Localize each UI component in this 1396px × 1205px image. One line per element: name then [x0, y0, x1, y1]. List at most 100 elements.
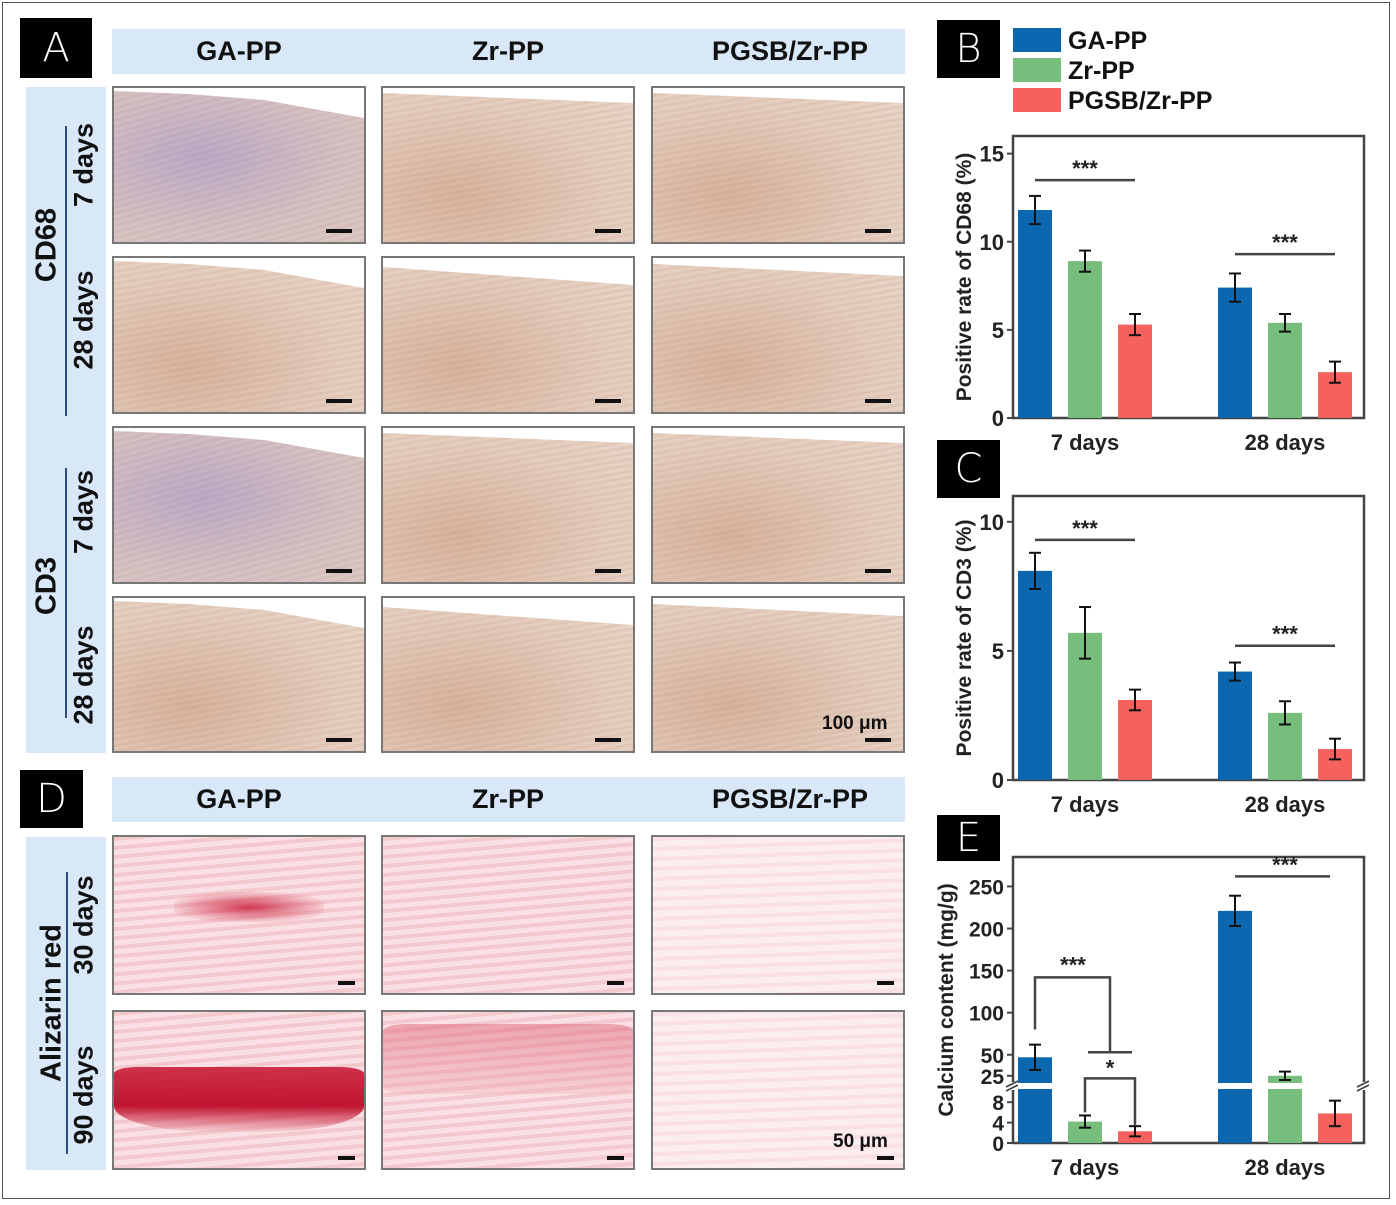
micrograph-cd68-7-days-pgsb-zr-pp [651, 86, 905, 244]
calcium-deposit [174, 892, 324, 922]
y-tick-label: 10 [980, 230, 1004, 255]
x-category-label: 7 days [1051, 792, 1120, 817]
y-tick-label: 0 [992, 768, 1004, 793]
micrograph-alizarin-90-days-ga-pp [112, 1010, 366, 1170]
x-category-label: 28 days [1245, 792, 1326, 817]
legend-label: Zr-PP [1068, 57, 1135, 85]
panel-label-d: D [20, 770, 83, 828]
x-category-label: 28 days [1245, 1155, 1326, 1180]
significance-label: *** [1072, 516, 1098, 541]
significance-label: *** [1272, 622, 1298, 647]
axis-break-mark [1356, 1084, 1370, 1092]
y-tick-label: 0 [992, 406, 1004, 431]
micrograph-alizarin-90-days-zr-pp [381, 1010, 635, 1170]
y-tick-label: 250 [969, 876, 1004, 899]
divider-line [66, 872, 68, 1154]
axis-break-mark [1005, 1080, 1019, 1088]
scale-bar [326, 738, 352, 742]
axis-break-mark [1005, 1084, 1019, 1092]
micrograph-alizarin-90-days-pgsb-zr-pp [651, 1010, 905, 1170]
micrograph-alizarin-30-days-zr-pp [381, 835, 635, 995]
micrograph-cd68-28-days-pgsb-zr-pp [651, 256, 905, 414]
column-label-pgsb-zr-pp: PGSB/Zr-PP [711, 36, 869, 66]
bar-ga-pp-7-days [1018, 1057, 1052, 1143]
y-axis-label: Calcium content (mg/g) [935, 883, 958, 1116]
micrograph-alizarin-30-days-pgsb-zr-pp [651, 835, 905, 995]
legend-swatch-pgsb-zr-pp [1013, 88, 1061, 112]
micrograph-cd3-28-days-ga-pp [112, 596, 366, 753]
panel-a-column-header: GA-PP Zr-PP PGSB/Zr-PP [112, 29, 905, 74]
bar-break-gap [1018, 1083, 1052, 1089]
micrograph-cd68-7-days-zr-pp [381, 86, 635, 244]
panel-d-column-header: GA-PP Zr-PP PGSB/Zr-PP [112, 777, 905, 822]
y-tick-label: 0 [992, 1133, 1004, 1156]
y-axis-label: Positive rate of CD68 (%) [953, 153, 976, 402]
y-tick-label: 15 [980, 142, 1004, 167]
calcium-deposit [114, 1067, 364, 1132]
scale-bar [865, 399, 891, 403]
bar-ga-pp-28-days [1218, 910, 1252, 1143]
divider-line [65, 126, 67, 416]
axis-break-mark [1356, 1080, 1370, 1088]
significance-label: *** [1272, 852, 1298, 877]
micrograph-cd3-7-days-pgsb-zr-pp [651, 426, 905, 584]
micrograph-cd68-28-days-ga-pp [112, 256, 366, 414]
bar-ga-pp-7-days [1018, 570, 1052, 780]
legend-label: GA-PP [1068, 27, 1147, 55]
bar-ga-pp-7-days [1018, 210, 1052, 418]
scale-bar [326, 399, 352, 403]
scale-bar [595, 399, 621, 403]
scale-bar [338, 981, 355, 985]
panel-label-c: C [937, 440, 1000, 498]
y-tick-label: 5 [992, 639, 1004, 664]
micrograph-cd68-28-days-zr-pp [381, 256, 635, 414]
micrograph-cd3-28-days-zr-pp [381, 596, 635, 753]
y-axis-label: Positive rate of CD3 (%) [953, 520, 976, 757]
bar-break-gap [1268, 1083, 1302, 1089]
y-tick-label: 25 [981, 1066, 1005, 1089]
scale-bar [326, 569, 352, 573]
x-category-label: 28 days [1245, 430, 1326, 455]
scale-bar [865, 738, 891, 742]
significance-bracket [1083, 1077, 1137, 1126]
y-tick-label: 10 [980, 510, 1004, 535]
y-tick-label: 100 [969, 1003, 1004, 1026]
scale-bar-label-50um: 50 μm [833, 1131, 888, 1152]
column-label-ga-pp: GA-PP [196, 36, 282, 66]
micrograph-cd68-7-days-ga-pp [112, 86, 366, 244]
legend-label: PGSB/Zr-PP [1068, 87, 1212, 115]
bar-ga-pp-28-days [1218, 671, 1252, 780]
x-category-label: 7 days [1051, 1155, 1120, 1180]
significance-label: * [1106, 1055, 1115, 1080]
legend-swatch-zr-pp [1013, 58, 1061, 82]
bar-zr-pp-28-days [1268, 322, 1302, 418]
y-tick-label: 5 [992, 318, 1004, 343]
significance-label: *** [1060, 952, 1086, 977]
legend-swatch-ga-pp [1013, 28, 1061, 52]
axis-break-gap [1359, 1082, 1369, 1090]
plot-frame [1011, 494, 1366, 782]
calcium-deposit [383, 1024, 633, 1094]
panel-label-a: A [20, 18, 92, 78]
significance-label: *** [1072, 156, 1098, 181]
bar-pgsb-zr-pp-7-days [1118, 324, 1152, 418]
micrograph-cd3-28-days-pgsb-zr-pp [651, 596, 905, 753]
panel-label-b: B [937, 20, 1000, 78]
bar-zr-pp-7-days [1068, 1121, 1102, 1143]
y-tick-label: 150 [969, 961, 1004, 984]
scale-bar [877, 981, 894, 985]
scale-bar [877, 1156, 894, 1160]
scale-bar [595, 738, 621, 742]
column-label-pgsb-zr-pp: PGSB/Zr-PP [711, 784, 869, 814]
scale-bar [607, 1156, 624, 1160]
x-category-label: 7 days [1051, 430, 1120, 455]
bar-pgsb-zr-pp-7-days [1118, 699, 1152, 780]
bar-break-gap [1218, 1083, 1252, 1089]
micrograph-alizarin-30-days-ga-pp [112, 835, 366, 995]
scale-bar [865, 569, 891, 573]
bar-ga-pp-28-days [1218, 287, 1252, 418]
